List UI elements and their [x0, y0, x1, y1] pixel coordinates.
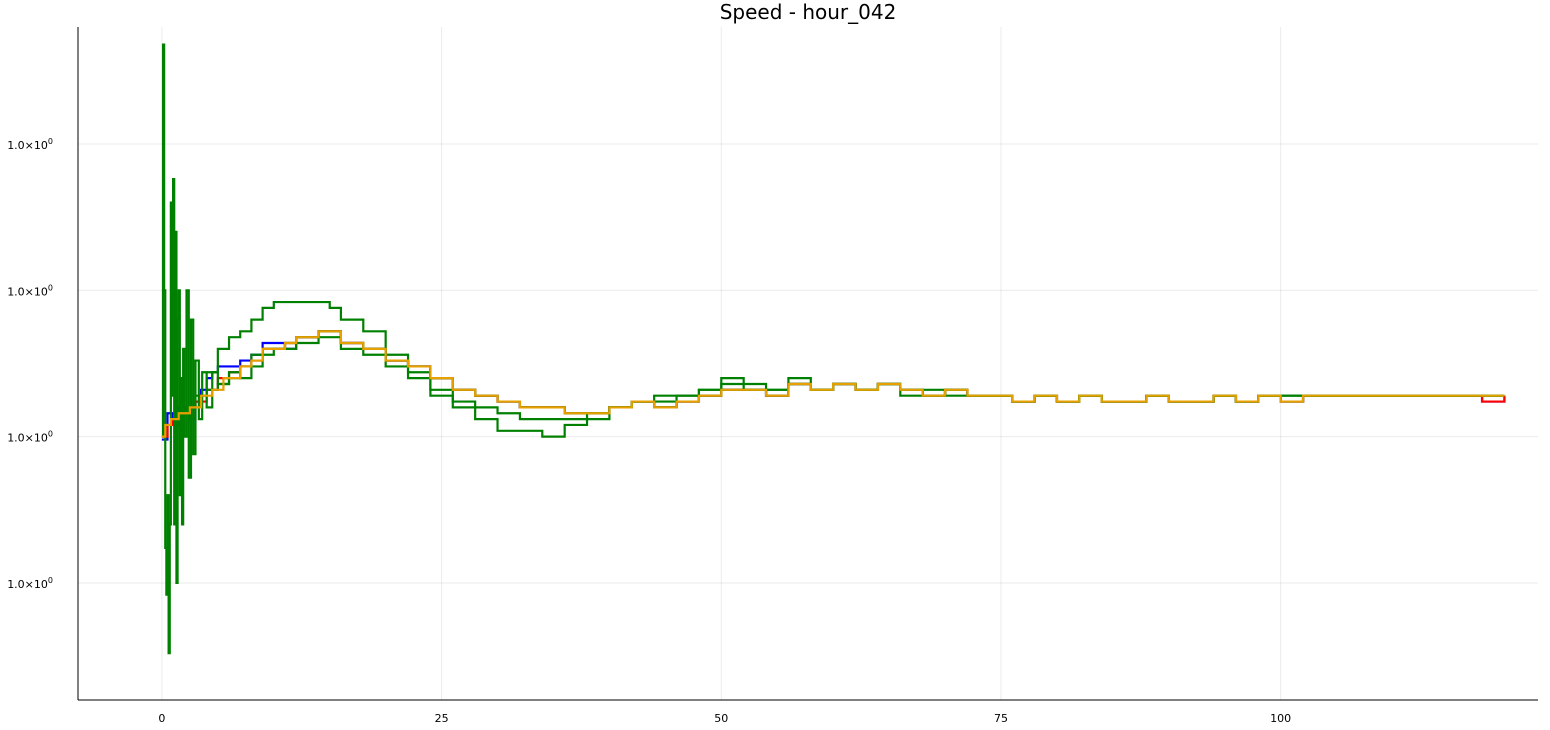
y-tick-exponent: 0: [48, 137, 53, 146]
y-tick-label: 1.0×100: [7, 430, 53, 445]
y-tick-label: 1.0×100: [7, 283, 53, 298]
chart-title: Speed - hour_042: [720, 0, 897, 24]
y-tick-base: 1.0×10: [7, 139, 48, 152]
series-lines: [161, 43, 1506, 655]
axes: [77, 27, 1538, 701]
x-tick-label: 0: [158, 712, 165, 725]
x-tick-label: 100: [1270, 712, 1291, 725]
y-tick-base: 1.0×10: [7, 432, 48, 445]
y-tick-label: 1.0×100: [7, 576, 53, 591]
x-tick-label: 75: [994, 712, 1008, 725]
grid-lines: [78, 27, 1538, 700]
x-tick-label: 50: [714, 712, 728, 725]
y-tick-label: 1.0×100: [7, 137, 53, 152]
y-tick-base: 1.0×10: [7, 285, 48, 298]
x-tick-label: 25: [435, 712, 449, 725]
y-tick-base: 1.0×10: [7, 578, 48, 591]
series-line-6: [161, 330, 1505, 438]
y-tick-exponent: 0: [48, 430, 53, 439]
y-tick-exponent: 0: [48, 283, 53, 292]
series-line-4: [206, 300, 1505, 438]
series-line-5: [195, 336, 1505, 421]
y-tick-exponent: 0: [48, 576, 53, 585]
